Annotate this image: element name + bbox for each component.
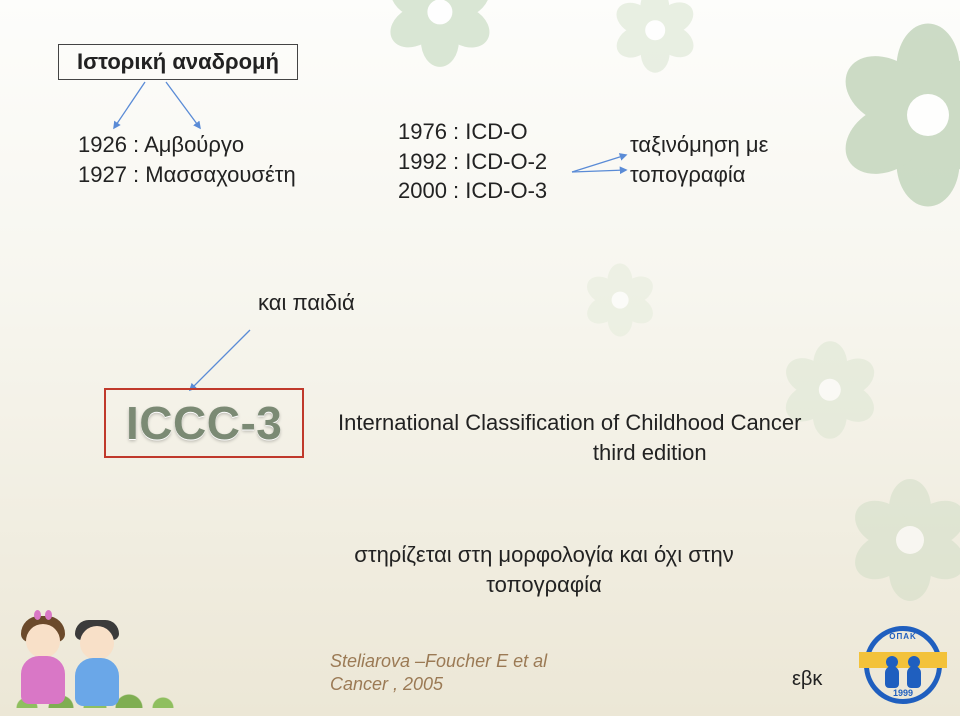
cluster-mid: 1976 : ICD-O 1992 : ICD-O-2 2000 : ICD-O…: [398, 117, 547, 206]
kid-girl-icon: [16, 616, 70, 708]
org-logo: ΟΠΑΚ 1999: [864, 626, 942, 704]
iccc-desc-line: International Classification of Childhoo…: [338, 408, 801, 438]
logo-top-text: ΟΠΑΚ: [864, 632, 942, 641]
footer-desc-line: τοπογραφία: [284, 570, 804, 600]
citation-line: Cancer , 2005: [330, 673, 547, 696]
iccc-box: ICCC-3: [104, 388, 304, 458]
citation: Steliarova –Foucher E et al Cancer , 200…: [330, 650, 547, 695]
footer-desc-line: στηρίζεται στη μορφολογία και όχι στην: [284, 540, 804, 570]
kids-illustration: [10, 608, 140, 708]
cluster-mid-line: 2000 : ICD-O-3: [398, 176, 547, 206]
iccc-description: International Classification of Childhoo…: [338, 408, 801, 467]
iccc-label: ICCC-3: [126, 397, 282, 449]
cluster-mid-line: 1992 : ICD-O-2: [398, 147, 547, 177]
iccc-desc-line: third edition: [338, 438, 801, 468]
title-text: Ιστορική αναδρομή: [77, 49, 279, 74]
cluster-right: ταξινόμηση με τοπογραφία: [630, 130, 768, 189]
cluster-right-line: ταξινόμηση με: [630, 130, 768, 160]
kid-boy-icon: [70, 620, 124, 708]
citation-line: Steliarova –Foucher E et al: [330, 650, 547, 673]
cluster-mid-line: 1976 : ICD-O: [398, 117, 547, 147]
sub-label: και παιδιά: [258, 290, 355, 316]
footer-description: στηρίζεται στη μορφολογία και όχι στην τ…: [284, 540, 804, 599]
cluster-left: 1926 : Αμβούργο 1927 : Μασσαχουσέτη: [78, 130, 296, 189]
cluster-left-line: 1926 : Αμβούργο: [78, 130, 296, 160]
logo-year: 1999: [864, 688, 942, 698]
cluster-right-line: τοπογραφία: [630, 160, 768, 190]
title-box: Ιστορική αναδρομή: [58, 44, 298, 80]
cluster-left-line: 1927 : Μασσαχουσέτη: [78, 160, 296, 190]
ebk-label: εβκ: [792, 668, 822, 691]
